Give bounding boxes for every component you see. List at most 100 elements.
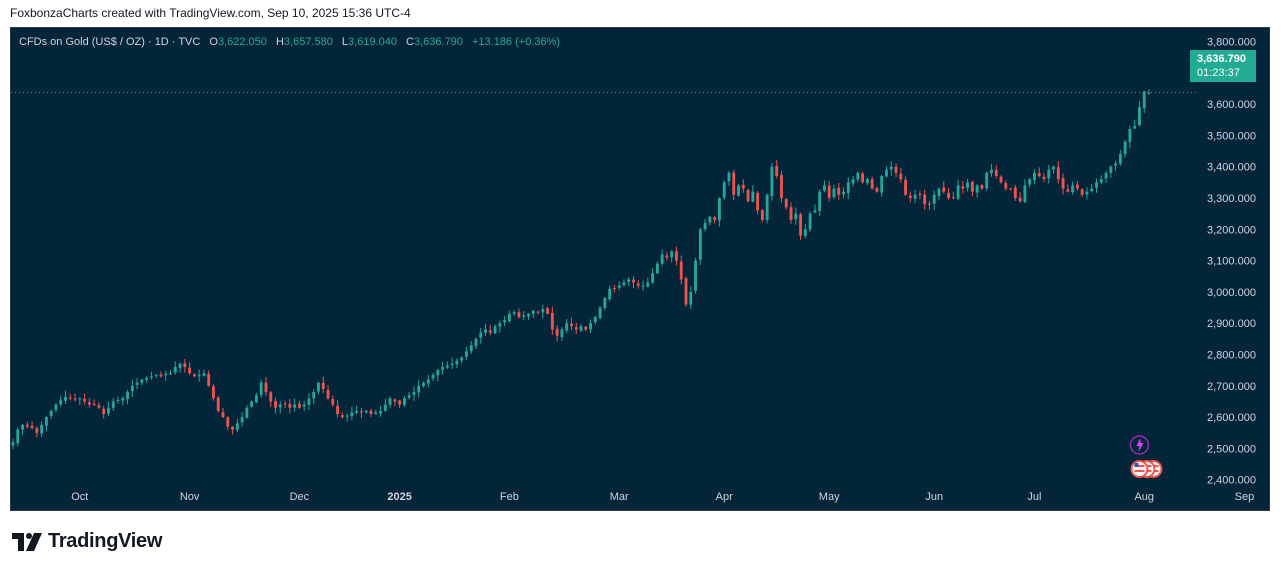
candle-body: [398, 400, 402, 405]
low-key: L: [341, 36, 349, 48]
candle-body: [665, 255, 669, 258]
candle-body: [30, 425, 34, 429]
candle-body: [617, 285, 621, 288]
candle-body: [412, 392, 416, 395]
candle-body: [1142, 91, 1146, 109]
candle-body: [832, 188, 836, 198]
candle-body: [164, 373, 168, 376]
candle-body: [1085, 191, 1089, 195]
candle-body: [374, 412, 378, 414]
candle-body: [278, 404, 282, 408]
open-value: 3,622.050: [217, 36, 267, 48]
y-tick-label: 2,400.000: [1207, 475, 1256, 487]
candle-body: [49, 410, 53, 416]
candle-body: [121, 398, 125, 401]
tradingview-logo[interactable]: TradingView: [12, 530, 162, 553]
candle-body: [126, 392, 129, 400]
y-tick-label: 2,500.000: [1207, 443, 1256, 455]
candle-body: [794, 213, 798, 220]
candle-body: [1099, 179, 1103, 183]
candle-body: [488, 330, 492, 333]
candle-body: [1061, 177, 1065, 189]
candle-body: [703, 222, 707, 230]
y-tick-label: 3,200.000: [1207, 224, 1256, 236]
candle-body: [951, 197, 955, 199]
candle-body: [111, 401, 115, 408]
x-tick-label: Jun: [925, 491, 943, 503]
candle-body: [383, 404, 387, 411]
candle-body: [970, 181, 974, 192]
candle-body: [942, 187, 946, 192]
candle-body: [789, 207, 793, 220]
candle-body: [321, 382, 325, 389]
candle-body: [603, 298, 607, 308]
candle-body: [441, 367, 445, 370]
candle-body: [1114, 163, 1118, 166]
candle-body: [269, 392, 273, 402]
x-tick-label: Mar: [610, 491, 629, 503]
candle-body: [293, 404, 297, 408]
candle-body: [660, 254, 664, 264]
candle-body: [1095, 182, 1098, 188]
candle-body: [717, 197, 721, 221]
candle-body: [975, 185, 979, 193]
candle-body: [11, 442, 15, 446]
candle-body: [1056, 167, 1060, 180]
chart-caption: FoxbonzaCharts created with TradingView.…: [10, 6, 411, 20]
candle-body: [212, 386, 215, 399]
candle-body: [178, 363, 182, 369]
candle-body: [651, 273, 655, 283]
candle-body: [961, 186, 965, 189]
candle-body: [842, 191, 845, 195]
candle-body: [646, 282, 650, 287]
tradingview-logo-icon: [12, 532, 42, 551]
candle-body: [393, 399, 397, 402]
candle-body: [1033, 172, 1036, 181]
y-tick-label: 3,400.000: [1207, 162, 1256, 174]
candle-body: [799, 214, 802, 236]
candle-body: [474, 338, 478, 347]
candle-body: [1028, 179, 1032, 185]
candle-body: [990, 169, 993, 174]
candle-body: [226, 417, 230, 427]
candle-body: [522, 315, 526, 317]
candle-body: [54, 404, 58, 410]
candle-body: [479, 332, 483, 338]
candle-body: [985, 172, 989, 189]
candle-body: [870, 179, 874, 189]
candle-body: [527, 313, 530, 317]
low-value: 3,619.040: [348, 36, 397, 48]
candle-body: [369, 410, 373, 414]
candle-body: [379, 410, 382, 414]
candle-body: [135, 382, 139, 385]
candle-body: [555, 328, 559, 336]
candle-body: [254, 395, 258, 403]
candle-body: [956, 185, 960, 199]
candle-body: [803, 229, 807, 237]
candle-body: [1013, 187, 1017, 198]
flag-canton: [1134, 463, 1139, 467]
high-key: H: [275, 36, 284, 48]
candle-body: [407, 395, 411, 398]
candle-body: [908, 195, 912, 198]
candle-body: [541, 309, 545, 313]
candle-body: [612, 287, 616, 289]
candle-body: [302, 404, 306, 407]
candle-body: [465, 351, 468, 357]
candle-body: [264, 382, 268, 393]
candle-body: [574, 327, 578, 330]
y-tick-label: 2,700.000: [1207, 381, 1256, 393]
last-price-value: 3,636.790: [1197, 53, 1246, 65]
candle-body: [713, 217, 717, 220]
chart-area[interactable]: 3,800.0003,700.0003,600.0003,500.0003,40…: [10, 27, 1270, 511]
candle-body: [202, 373, 206, 376]
candle-body: [570, 323, 573, 327]
candle-body: [622, 282, 626, 286]
candle-body: [450, 363, 454, 365]
candlestick-chart[interactable]: 3,800.0003,700.0003,600.0003,500.0003,40…: [11, 28, 1269, 510]
candle-body: [245, 407, 249, 418]
candle-body: [536, 311, 540, 313]
candle-body: [904, 179, 908, 195]
y-tick-label: 3,300.000: [1207, 193, 1256, 205]
candle-body: [250, 401, 254, 407]
